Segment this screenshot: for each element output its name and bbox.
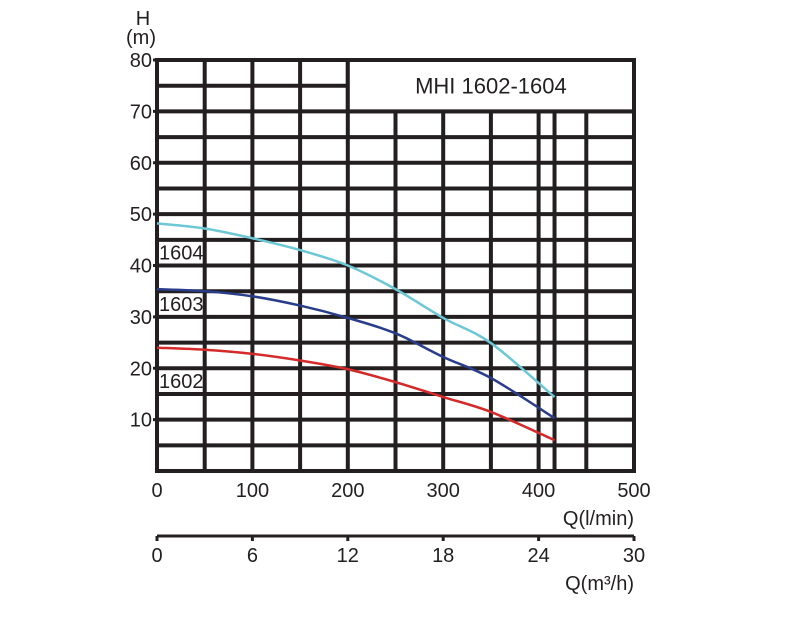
x2-tick-label: 6 bbox=[247, 545, 258, 567]
grid bbox=[155, 58, 636, 473]
x-axis-m3h: Q(m³/h) 0 6 12 18 24 30 bbox=[151, 534, 645, 595]
curve-1602 bbox=[156, 346, 556, 442]
x2-tick-label: 18 bbox=[432, 545, 454, 567]
x2-tick-label: 30 bbox=[623, 545, 645, 567]
x2-tick-label: 12 bbox=[337, 545, 359, 567]
y-axis: H (m) 80 70 60 50 40 30 20 10 bbox=[126, 8, 157, 432]
x-tick-label: 400 bbox=[522, 480, 555, 502]
y-tick-label: 60 bbox=[130, 153, 152, 175]
x-axis2-title: Q(m³/h) bbox=[565, 573, 634, 595]
y-axis-title: H bbox=[136, 8, 150, 30]
x2-tick-label: 0 bbox=[151, 545, 162, 567]
x-tick-label: 100 bbox=[236, 480, 269, 502]
y-tick-label: 70 bbox=[130, 101, 152, 123]
x2-tick-label: 24 bbox=[527, 545, 549, 567]
curve-label-1604: 1604 bbox=[159, 243, 204, 265]
curve-label-1602: 1602 bbox=[159, 371, 204, 393]
x-tick-label: 200 bbox=[331, 480, 364, 502]
title-box-rect bbox=[345, 58, 636, 114]
x-axis-title: Q(l/min) bbox=[563, 508, 634, 530]
curve-1603 bbox=[156, 287, 556, 420]
curve-labels: 1604 1603 1602 bbox=[159, 243, 204, 393]
x-tick-label: 300 bbox=[427, 480, 460, 502]
y-tick-label: 50 bbox=[130, 204, 152, 226]
curve-1604 bbox=[156, 222, 556, 398]
x-axis-lmin: Q(l/min) 0 100 200 300 400 500 bbox=[151, 480, 650, 530]
curves bbox=[156, 222, 556, 442]
x-tick-label: 500 bbox=[617, 480, 650, 502]
y-tick-label: 30 bbox=[130, 307, 152, 329]
y-tick-label: 10 bbox=[130, 410, 152, 432]
y-tick-label: 80 bbox=[130, 50, 152, 72]
y-tick-label: 40 bbox=[130, 256, 152, 278]
chart-title: MHI 1602-1604 bbox=[415, 74, 567, 99]
x-tick-label: 0 bbox=[151, 480, 162, 502]
y-tick-label: 20 bbox=[130, 358, 152, 380]
title-box: MHI 1602-1604 bbox=[345, 58, 636, 114]
curve-label-1603: 1603 bbox=[159, 294, 204, 316]
y-axis-unit: (m) bbox=[126, 27, 156, 49]
